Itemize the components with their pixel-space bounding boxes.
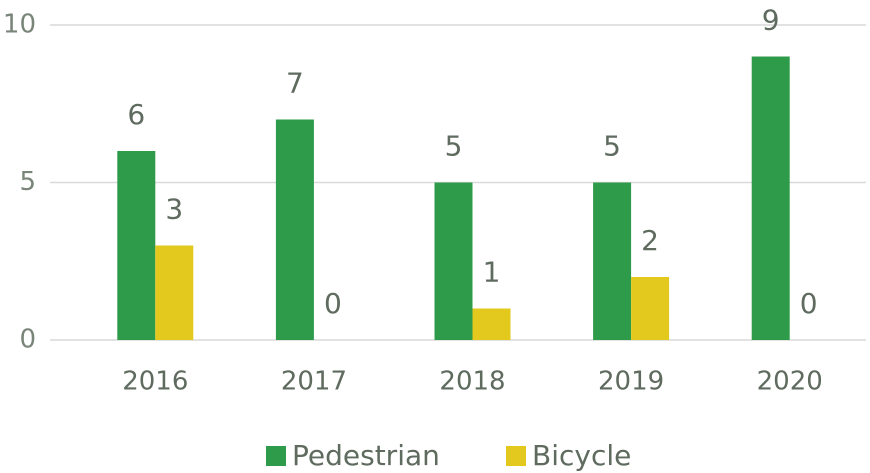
y-tick-label: 10 bbox=[3, 10, 36, 40]
data-label: 5 bbox=[603, 130, 621, 163]
x-tick-label: 2018 bbox=[439, 367, 505, 397]
bar bbox=[631, 277, 670, 340]
data-label: 0 bbox=[800, 287, 818, 320]
x-tick-label: 2016 bbox=[122, 367, 188, 397]
legend-swatch bbox=[266, 446, 286, 466]
x-tick-label: 2019 bbox=[598, 367, 664, 397]
data-label: 3 bbox=[165, 193, 183, 226]
data-label: 7 bbox=[286, 67, 304, 100]
data-label: 2 bbox=[641, 224, 659, 257]
bar bbox=[117, 151, 156, 340]
legend-label: Pedestrian bbox=[292, 439, 440, 472]
bar bbox=[155, 245, 194, 340]
legend-label: Bicycle bbox=[532, 439, 631, 472]
data-label: 0 bbox=[324, 287, 342, 320]
y-tick-label: 5 bbox=[19, 167, 36, 197]
bar bbox=[751, 56, 790, 340]
bar bbox=[472, 308, 511, 340]
data-label: 9 bbox=[762, 4, 780, 37]
data-label: 6 bbox=[127, 98, 145, 131]
legend-swatch bbox=[506, 446, 526, 466]
bar bbox=[434, 182, 473, 340]
x-tick-label: 2020 bbox=[757, 367, 823, 397]
data-label: 5 bbox=[445, 130, 463, 163]
x-tick-label: 2017 bbox=[281, 367, 347, 397]
data-label: 1 bbox=[483, 256, 501, 289]
bar bbox=[593, 182, 632, 340]
y-tick-label: 0 bbox=[19, 325, 36, 355]
bar bbox=[275, 119, 314, 340]
